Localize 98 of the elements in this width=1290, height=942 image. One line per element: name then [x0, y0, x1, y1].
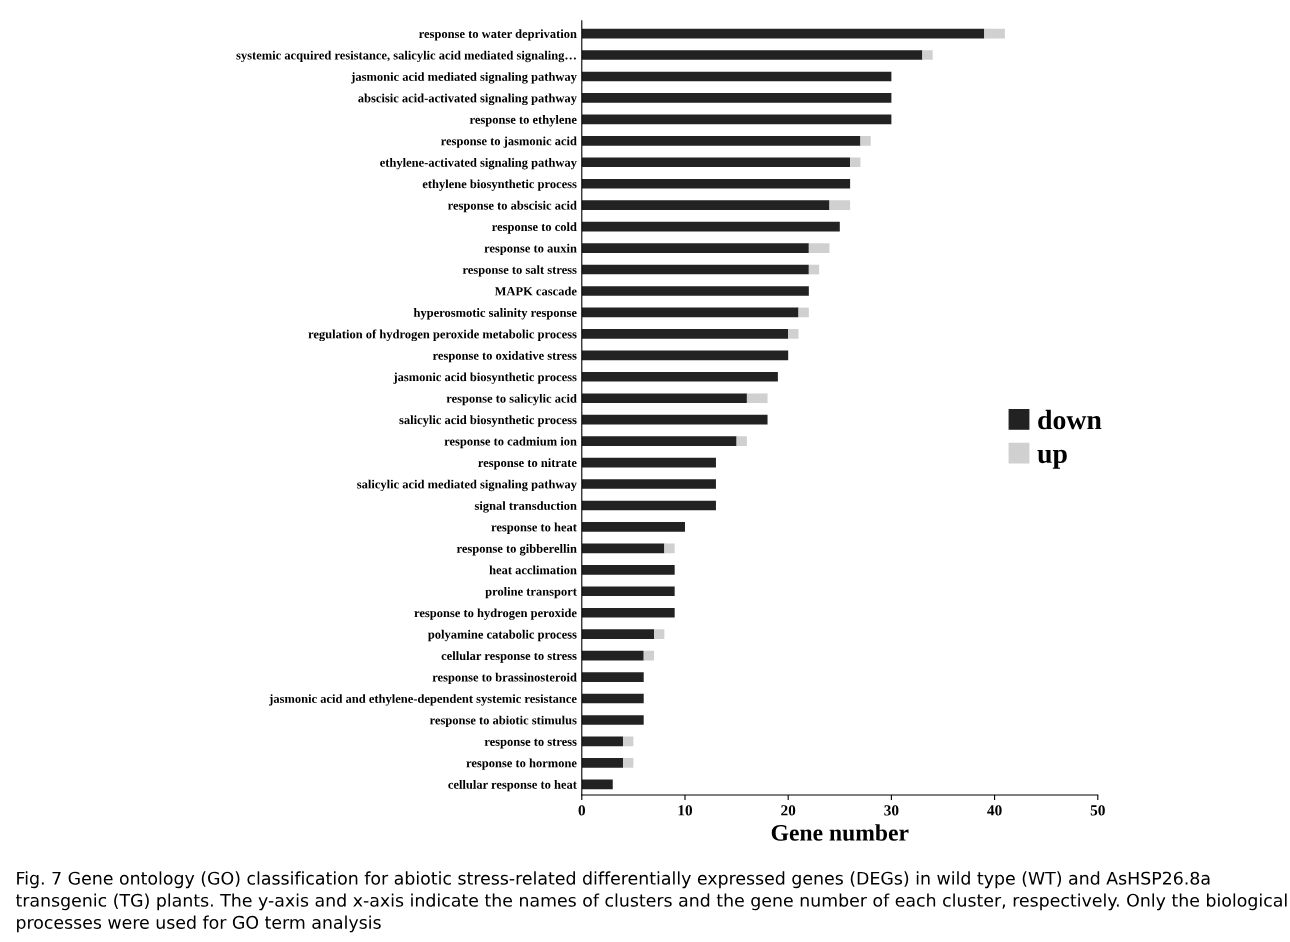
x-tick-label: 50 — [1090, 805, 1105, 816]
bar — [746, 393, 768, 404]
bar — [581, 329, 789, 339]
y-tick-label: jasmonic acid and ethylene-dependent systemic resistance — [269, 694, 577, 706]
bar — [581, 371, 778, 382]
y-tick-label: jasmonic acid mediated signaling pathway — [351, 72, 577, 84]
bar — [581, 522, 685, 532]
bar — [581, 436, 737, 446]
y-tick-label: response to stress — [484, 738, 577, 749]
bar — [581, 715, 644, 725]
y-tick-label: response to oxidative stress — [432, 351, 577, 363]
y-tick-label: heat acclimation — [489, 565, 577, 575]
x-tick-label: 10 — [678, 805, 693, 816]
bar — [581, 479, 716, 489]
bar — [581, 71, 892, 82]
y-tick-label: response to abscisic acid — [447, 200, 577, 213]
bar — [581, 393, 747, 404]
y-tick-label: ethylene biosynthetic process — [422, 179, 577, 191]
y-tick-label: proline transport — [485, 586, 577, 599]
x-tick-label: 30 — [884, 805, 899, 816]
y-tick-label: polyamine catabolic process — [428, 629, 577, 642]
bar — [808, 264, 820, 275]
bar — [581, 221, 840, 232]
bar — [581, 565, 675, 575]
bar — [654, 629, 665, 639]
bar — [581, 693, 644, 704]
legend-label: up — [1037, 449, 1067, 469]
y-tick-label: jasmonic acid biosynthetic process — [393, 372, 577, 384]
y-tick-label: systemic acquired resistance, salicylic acid mediated signaling… — [236, 50, 576, 63]
y-tick-label: response to heat — [491, 522, 577, 534]
y-tick-label: response to nitrate — [478, 458, 577, 470]
x-tick-label: 40 — [987, 805, 1002, 816]
y-tick-label: response to hormone — [466, 758, 577, 770]
caption: Fig. 7 Gene ontology (GO) classification for abiotic stress-related differentially expressed genes (DEGs) in wild type (WT) and AsHSP26.8a transgenic (TG) plants. The y-axis and x-axis indicate the names of clusters and the gene number of each cluster, respectively. Only the biological processes were used for GO term analysis — [15, 871, 1287, 933]
y-tick-label: response to abiotic stimulus — [429, 715, 577, 727]
y-tick-label: response to jasmonic acid — [441, 136, 577, 148]
bar — [581, 50, 923, 60]
bar — [581, 200, 830, 211]
y-tick-label: abscisic acid-activated signaling pathway — [358, 93, 577, 106]
y-tick-label: response to brassinosteroid — [432, 672, 577, 685]
legend-label: down — [1038, 409, 1102, 430]
y-tick-label: response to ethylene — [469, 115, 577, 127]
bar — [581, 629, 655, 639]
bar — [643, 650, 655, 661]
y-tick-label: response to hydrogen peroxide — [414, 608, 577, 620]
bar — [798, 307, 809, 318]
bar — [808, 243, 830, 253]
y-tick-label: regulation of hydrogen peroxide metabolic process — [308, 329, 577, 342]
y-tick-label: ethylene-activated signaling pathway — [380, 157, 577, 170]
bar — [850, 157, 861, 168]
bar — [922, 50, 933, 60]
y-tick-label: salicylic acid mediated signaling pathway — [357, 479, 577, 492]
x-tick-label: 20 — [781, 805, 796, 816]
y-tick-label: response to gibberellin — [456, 544, 577, 556]
bar — [581, 779, 613, 790]
bar — [581, 650, 644, 661]
bar — [581, 307, 799, 318]
x-axis-title: Gene number — [771, 824, 909, 841]
y-tick-label: hyperosmotic salinity response — [413, 308, 577, 320]
bar — [581, 157, 851, 168]
bar — [664, 543, 675, 554]
bar — [581, 264, 809, 275]
bar — [581, 457, 716, 468]
bar — [581, 178, 851, 189]
bar — [581, 586, 675, 597]
x-tick-label: 0 — [578, 805, 586, 816]
bar — [581, 93, 892, 103]
bar — [581, 672, 644, 682]
y-tick-label: salicylic acid biosynthetic process — [399, 415, 577, 427]
y-tick-label: MAPK cascade — [494, 286, 577, 296]
bar — [788, 329, 799, 339]
y-tick-label: response to salicylic acid — [446, 393, 577, 406]
bar — [581, 543, 665, 554]
y-tick-label: response to cold — [492, 222, 577, 234]
bar — [581, 414, 768, 425]
bar — [581, 28, 985, 39]
bar — [984, 28, 1005, 39]
bar — [581, 350, 789, 361]
y-tick-label: signal transduction — [474, 501, 577, 513]
bar — [581, 758, 624, 768]
bar — [623, 758, 634, 768]
bar — [581, 607, 675, 618]
bar — [860, 136, 871, 146]
y-tick-label: response to cadmium ion — [444, 436, 577, 449]
bar — [581, 243, 809, 253]
bar — [736, 436, 747, 446]
bar — [581, 286, 809, 296]
bar — [623, 736, 634, 747]
y-tick-label: response to salt stress — [462, 265, 577, 277]
bar — [581, 736, 624, 747]
y-tick-label: cellular response to heat — [448, 779, 577, 792]
y-tick-label: cellular response to stress — [441, 651, 577, 663]
bar — [829, 200, 851, 211]
y-tick-label: response to water deprivation — [419, 29, 577, 41]
bar — [581, 114, 892, 125]
y-tick-label: response to auxin — [484, 243, 577, 256]
bar — [581, 136, 861, 146]
bar — [581, 500, 716, 511]
